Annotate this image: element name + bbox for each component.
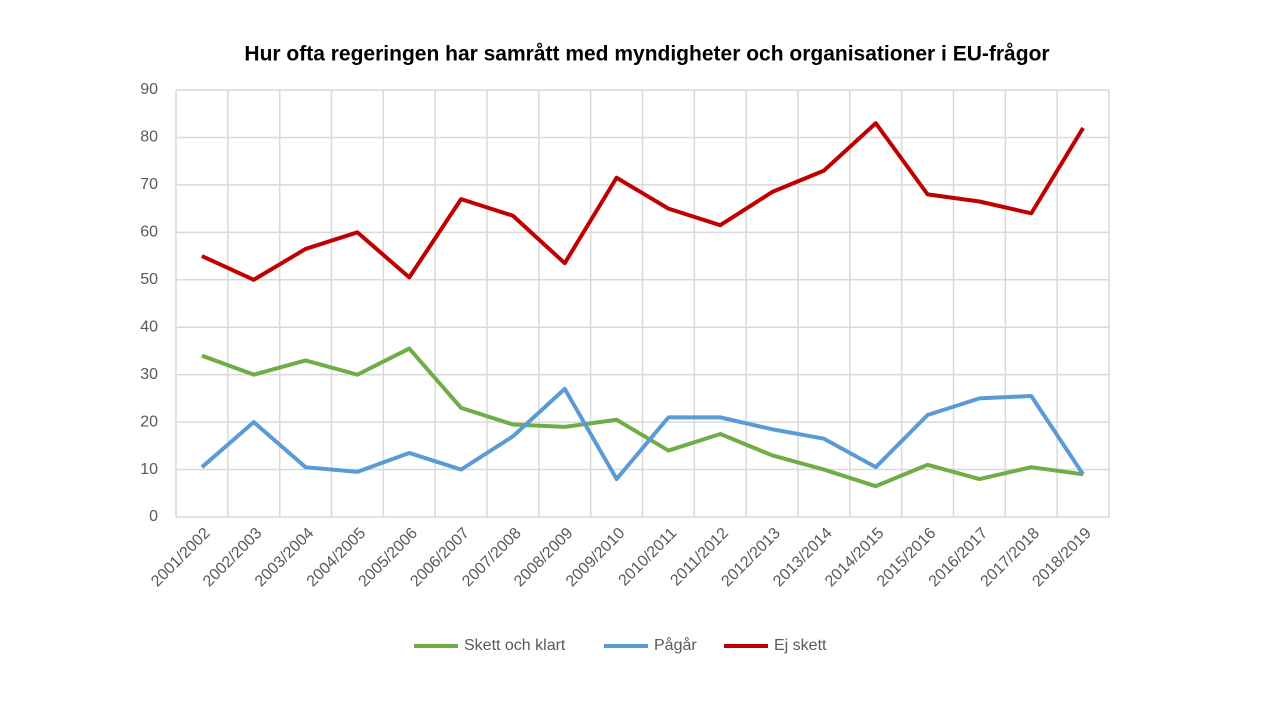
legend-label: Skett och klart [464, 637, 566, 654]
y-tick-label: 60 [140, 224, 158, 241]
y-tick-label: 20 [140, 413, 158, 430]
y-tick-label: 50 [140, 271, 158, 288]
series-line [201, 121, 1085, 282]
y-tick-label: 40 [140, 318, 158, 335]
y-tick-label: 10 [140, 461, 158, 478]
legend-label: Ej skett [774, 637, 827, 654]
chart-title: Hur ofta regeringen har samrått med mynd… [244, 43, 1049, 66]
series-line [201, 346, 1084, 489]
y-tick-label: 80 [140, 129, 158, 146]
legend-label: Pågår [654, 636, 697, 654]
y-tick-label: 90 [140, 81, 158, 98]
y-tick-label: 70 [140, 176, 158, 193]
series-line [200, 386, 1085, 482]
y-tick-label: 0 [149, 508, 158, 525]
y-tick-label: 30 [140, 366, 158, 383]
